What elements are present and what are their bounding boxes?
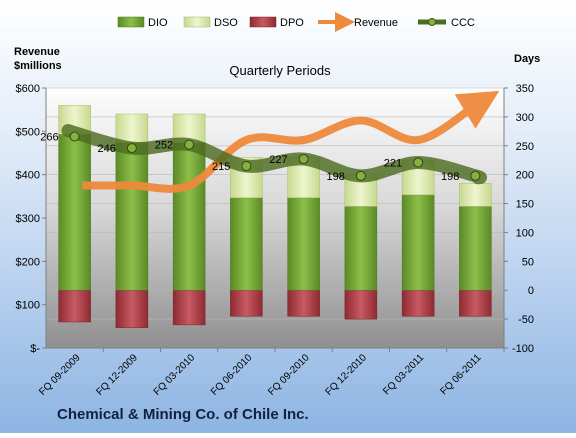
ccc-point — [355, 170, 366, 181]
right-axis-title: Days — [514, 53, 540, 65]
bar-dio — [401, 194, 435, 291]
legend-revenue-label: Revenue — [354, 17, 398, 29]
right-axis-tick-label: -100 — [512, 343, 534, 355]
left-axis-tick-label: $600 — [16, 83, 40, 95]
ccc-data-label: 266 — [40, 132, 58, 144]
company-name: Chemical & Mining Co. of Chile Inc. — [57, 406, 309, 423]
bar-dpo — [115, 289, 149, 329]
left-axis-title-line1: Revenue — [14, 46, 60, 58]
right-axis-tick-label: 350 — [516, 83, 534, 95]
revenue-line — [81, 90, 500, 193]
legend-dso-label: DSO — [214, 17, 238, 29]
lines-layer: 266 246 252 215 227 198 221 198 — [40, 90, 500, 193]
legend: DIO DSO DPO Revenue CCC — [117, 12, 475, 32]
legend-dpo-swatch — [249, 16, 277, 28]
bar-dio — [287, 197, 320, 291]
bar-dpo — [401, 289, 435, 317]
left-axis-tick-label: $400 — [16, 170, 40, 182]
right-axis-tick-label: 0 — [528, 285, 534, 297]
left-axis-tick-label: $- — [30, 343, 40, 355]
legend-dio-swatch — [117, 16, 145, 28]
bar-dio — [230, 197, 263, 291]
bar-dio — [459, 206, 492, 291]
ccc-data-label: 215 — [212, 161, 230, 173]
ccc-point — [470, 170, 481, 181]
left-axis-tick-label: $100 — [16, 300, 40, 312]
legend-dpo: DPO — [249, 16, 304, 29]
ccc-point — [184, 139, 195, 150]
right-axis-tick-label: 50 — [522, 256, 534, 268]
ccc-point — [241, 161, 252, 171]
legend-revenue: Revenue — [318, 12, 398, 32]
bar-dpo — [344, 289, 378, 320]
legend-dpo-label: DPO — [280, 17, 304, 29]
bar-dio — [344, 206, 378, 291]
right-axis-tick-label: 150 — [516, 199, 534, 211]
right-axis-tick-label: -50 — [518, 314, 534, 326]
legend-dio: DIO — [117, 16, 168, 29]
plot-area — [46, 88, 504, 348]
ccc-data-label: 246 — [98, 143, 116, 155]
left-axis-title-line2: $millions — [14, 60, 62, 72]
left-axis-tick-label: $200 — [16, 256, 40, 268]
bar-dio — [115, 142, 149, 291]
ccc-data-label: 221 — [384, 158, 402, 170]
bar-dso — [459, 183, 492, 207]
left-axis-tick-label: $300 — [16, 213, 40, 225]
right-axis-tick-label: 250 — [516, 141, 534, 153]
left-axis-tick-label: $500 — [16, 126, 40, 138]
ccc-data-label: 227 — [269, 154, 287, 166]
right-axis-tick-label: 300 — [516, 112, 534, 124]
legend-dio-label: DIO — [148, 17, 168, 29]
legend-dso-swatch — [183, 16, 211, 28]
bar-dpo — [287, 289, 320, 317]
ccc-point — [69, 131, 80, 142]
chart-subtitle: Quarterly Periods — [229, 63, 331, 78]
legend-dso: DSO — [183, 16, 238, 29]
bar-dpo — [172, 289, 206, 326]
bar-dpo — [459, 289, 492, 317]
bar-dso — [115, 113, 149, 144]
bar-dpo — [58, 289, 91, 323]
ccc-point — [126, 143, 137, 154]
ccc-data-label: 252 — [155, 140, 173, 152]
bar-dio — [58, 133, 91, 291]
right-axis-tick-label: 200 — [516, 170, 534, 182]
bar-dio — [172, 142, 206, 291]
ccc-point — [413, 157, 424, 168]
ccc-data-label: 198 — [441, 171, 459, 183]
ccc-data-label: 198 — [327, 171, 345, 183]
ccc-point — [298, 154, 309, 165]
right-axis-tick-label: 100 — [516, 227, 534, 239]
legend-ccc-label: CCC — [451, 17, 475, 29]
bar-dpo — [230, 289, 263, 317]
bars-layer — [58, 105, 492, 329]
legend-ccc-marker — [428, 18, 436, 26]
legend-ccc: CCC — [418, 17, 475, 29]
